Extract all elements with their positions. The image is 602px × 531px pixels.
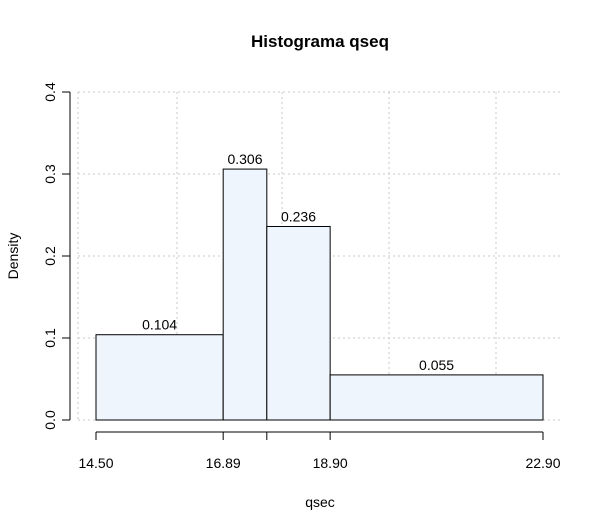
x-axis-label: qsec <box>305 494 335 510</box>
bar-value-label: 0.236 <box>281 208 316 224</box>
x-tick-label: 14.50 <box>78 455 113 471</box>
histogram-bar <box>222 168 268 421</box>
x-tick-label: 22.90 <box>525 455 560 471</box>
x-axis: 14.50 16.89 18.90 22.90 <box>78 431 561 471</box>
y-axis: 0.0 0.1 0.2 0.3 0.4 <box>42 82 71 430</box>
bar-value-label: 0.306 <box>227 151 262 167</box>
x-tick-label: 16.89 <box>206 455 241 471</box>
chart-title: Histograma qseq <box>251 32 389 51</box>
histogram-bar <box>266 225 331 421</box>
y-tick-label: 0.1 <box>42 328 58 348</box>
y-tick-label: 0.3 <box>42 164 58 184</box>
data-labels: 0.104 0.306 0.236 0.055 <box>142 151 454 373</box>
bars <box>95 168 544 421</box>
x-tick-label: 18.90 <box>313 455 348 471</box>
y-tick-label: 0.0 <box>42 410 58 430</box>
histogram-bar <box>329 374 544 421</box>
bar-value-label: 0.055 <box>419 357 454 373</box>
histogram-bar <box>95 334 224 421</box>
y-tick-label: 0.2 <box>42 246 58 266</box>
y-tick-label: 0.4 <box>42 82 58 102</box>
bar-value-label: 0.104 <box>142 317 177 333</box>
y-axis-label: Density <box>5 233 21 280</box>
